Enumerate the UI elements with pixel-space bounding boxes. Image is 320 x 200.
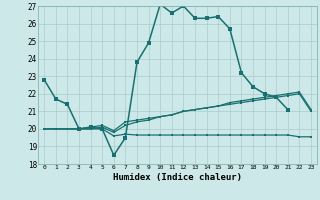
X-axis label: Humidex (Indice chaleur): Humidex (Indice chaleur) xyxy=(113,173,242,182)
